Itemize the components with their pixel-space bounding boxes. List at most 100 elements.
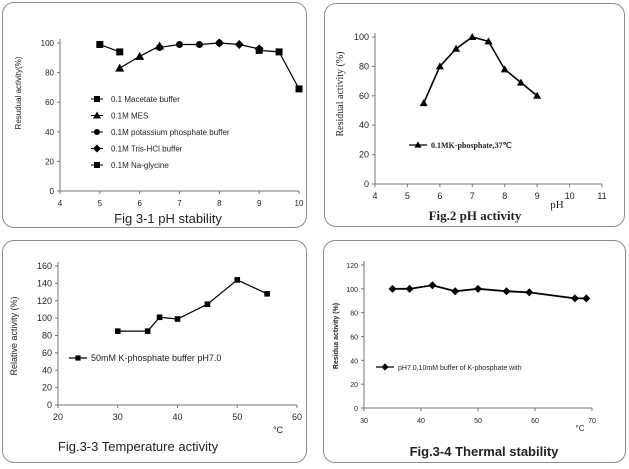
legend-entry: 0.1M Na-glycine bbox=[91, 161, 169, 170]
data-point bbox=[502, 287, 511, 296]
y-tick-label: 100 bbox=[41, 39, 55, 48]
data-point bbox=[156, 43, 164, 51]
data-point bbox=[264, 291, 270, 297]
x-tick-label: 4 bbox=[58, 199, 63, 208]
legend-marker bbox=[94, 129, 100, 135]
x-axis-label: °C bbox=[273, 425, 284, 435]
x-tick-label: 40 bbox=[417, 418, 425, 425]
series-0 bbox=[388, 281, 591, 303]
chart-title: Fig.3-3 Temperature activity bbox=[58, 439, 219, 454]
series-4 bbox=[255, 46, 303, 93]
data-point bbox=[451, 287, 460, 296]
chart-title: Fig 3-1 pH stability bbox=[114, 211, 222, 226]
data-point bbox=[405, 284, 414, 293]
x-tick-label: 60 bbox=[292, 412, 302, 422]
y-tick-label: 120 bbox=[37, 296, 52, 306]
data-point bbox=[116, 48, 124, 56]
y-tick-label: 100 bbox=[346, 287, 358, 294]
series-line bbox=[159, 42, 220, 49]
x-tick-label: 8 bbox=[502, 191, 507, 201]
y-tick-label: 80 bbox=[359, 61, 369, 71]
x-tick-label: 5 bbox=[405, 191, 410, 201]
y-tick-label: 40 bbox=[42, 365, 52, 375]
panel-ph-stability: 4 5 6 7 8 9 10 0 20 40 60 80 100 0.1 Macetate buffer 0… bbox=[2, 2, 307, 228]
y-axis-label: Resudual activity(%) bbox=[14, 56, 23, 129]
legend-label: 0.1M potassium phosphate buffer bbox=[111, 128, 230, 137]
legend-marker bbox=[414, 141, 422, 148]
series-line bbox=[117, 279, 268, 332]
legend-marker bbox=[75, 355, 81, 361]
data-point bbox=[144, 328, 151, 334]
data-point bbox=[428, 281, 437, 290]
y-tick-label: 80 bbox=[350, 311, 358, 318]
chart-title: Fig.2 pH activity bbox=[429, 208, 522, 223]
legend-entry: 0.1M potassium phosphate buffer bbox=[91, 128, 230, 137]
y-tick-label: 80 bbox=[45, 69, 54, 78]
x-axis-label: pH bbox=[550, 199, 564, 211]
panel-thermal-stability: 30 40 50 60 70 0 20 40 60 80 100 120 pH7.0,10mM buff… bbox=[323, 240, 626, 463]
y-tick-label: 0 bbox=[364, 179, 369, 189]
y-tick-label: 120 bbox=[346, 263, 358, 270]
x-tick-label: 6 bbox=[437, 191, 442, 201]
x-tick-label: 10 bbox=[565, 191, 575, 201]
y-tick-label: 60 bbox=[359, 91, 369, 101]
y-tick-label: 40 bbox=[45, 128, 54, 137]
y-tick-label: 100 bbox=[37, 313, 52, 323]
x-tick-label: 6 bbox=[137, 199, 142, 208]
legend-label: 0.1MK-phosphate,37℃ bbox=[431, 141, 512, 150]
data-point bbox=[114, 328, 121, 334]
x-tick-label: 40 bbox=[172, 412, 182, 422]
y-tick-label: 140 bbox=[37, 278, 52, 288]
y-axis-label: Relative activity (%) bbox=[9, 296, 19, 375]
series-0 bbox=[114, 277, 270, 334]
data-point bbox=[234, 277, 241, 283]
panel-ph-activity: 4 5 6 7 8 9 10 11 0 20 40 60 80 100 0.1MK-phosphate,37… bbox=[324, 3, 625, 227]
y-tick-label: 0 bbox=[47, 400, 52, 410]
legend-label: 0.1M Tris-HCl buffer bbox=[111, 145, 183, 154]
y-tick-label: 40 bbox=[359, 120, 369, 130]
legend-label: 50mM K-phosphate buffer pH7.0 bbox=[91, 353, 221, 363]
y-tick-label: 20 bbox=[42, 383, 52, 393]
x-tick-label: 5 bbox=[98, 199, 103, 208]
x-tick-label: 7 bbox=[470, 191, 475, 201]
x-tick-label: 8 bbox=[217, 199, 222, 208]
legend-label: 0.1 Macetate buffer bbox=[111, 95, 180, 104]
data-point bbox=[570, 294, 579, 303]
y-tick-label: 20 bbox=[359, 150, 369, 160]
data-point bbox=[452, 44, 461, 52]
legend-entry: 50mM K-phosphate buffer pH7.0 bbox=[69, 353, 221, 363]
x-tick-label: 50 bbox=[474, 418, 482, 425]
x-tick-label: 9 bbox=[257, 199, 262, 208]
x-tick-label: 50 bbox=[232, 412, 242, 422]
data-point bbox=[295, 85, 303, 93]
data-point bbox=[135, 51, 145, 60]
y-tick-label: 40 bbox=[350, 358, 358, 365]
series-line bbox=[392, 284, 587, 300]
data-point bbox=[156, 314, 163, 321]
chart-title: Fig.3-4 Thermal stability bbox=[410, 444, 560, 459]
legend-label: pH7.0,10mM buffer of K-phosphate with bbox=[398, 365, 522, 372]
x-tick-label: 70 bbox=[588, 418, 596, 425]
data-point bbox=[255, 46, 263, 54]
y-tick-label: 100 bbox=[354, 32, 369, 42]
y-axis-label: Residua activity (%) bbox=[333, 303, 340, 369]
series-2 bbox=[156, 39, 223, 51]
y-tick-label: 0 bbox=[50, 187, 55, 196]
data-point bbox=[204, 301, 211, 308]
legend-entry: 0.1M MES bbox=[91, 111, 148, 121]
data-point bbox=[582, 294, 591, 303]
y-tick-label: 60 bbox=[350, 335, 358, 342]
data-point bbox=[195, 40, 203, 48]
chart-ph-activity: 4 5 6 7 8 9 10 11 0 20 40 60 80 100 0.1MK-phosphate,37… bbox=[335, 32, 607, 223]
data-point bbox=[468, 33, 477, 40]
legend-marker bbox=[94, 162, 100, 168]
y-tick-label: 60 bbox=[45, 98, 54, 107]
y-tick-label: 60 bbox=[42, 348, 52, 358]
x-tick-label: 60 bbox=[531, 418, 539, 425]
data-point bbox=[214, 38, 224, 48]
legend-entry: 0.1MK-phosphate,37℃ bbox=[409, 141, 512, 150]
panel-temperature-activity: 20 30 40 50 60 0 20 40 60 80 100 120 140 160 50mM K-ph… bbox=[2, 240, 307, 463]
series-0 bbox=[96, 40, 124, 56]
x-tick-label: 30 bbox=[360, 418, 368, 425]
